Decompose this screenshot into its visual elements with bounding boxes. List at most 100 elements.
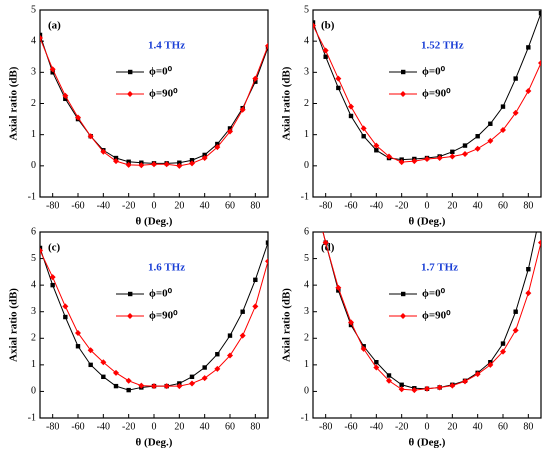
x-tick-label: -40 [370, 200, 383, 211]
annotation: 1.52 THz [421, 40, 464, 52]
marker [101, 374, 106, 380]
marker [62, 303, 69, 310]
x-tick-label: -20 [395, 421, 408, 432]
marker [512, 327, 519, 334]
legend-label: ϕ=0⁰ [422, 66, 446, 78]
marker [40, 32, 43, 38]
panel-label: (a) [48, 20, 61, 32]
legend-label: ϕ=90⁰ [149, 88, 178, 100]
panel: -1 0 1 2 3 4 5 -80 -60 -40 -20 0 20 40 60 80 θ (Deg.) Axi… [281, 4, 542, 228]
legend-label: ϕ=90⁰ [422, 310, 451, 322]
marker [449, 153, 456, 160]
x-tick-label: -20 [122, 421, 135, 432]
x-tick-label: -80 [46, 200, 59, 211]
marker [513, 309, 518, 314]
panel: -1 0 1 2 3 4 5 6 -80 -60 -40 -20 0 20 40 60 80 θ (Deg.) Ax… [8, 226, 269, 449]
marker [487, 361, 494, 368]
y-tick-label: -1 [301, 412, 309, 423]
x-tick-label: 40 [473, 421, 483, 432]
plot-frame [39, 9, 269, 198]
series-line [313, 12, 541, 161]
marker [487, 137, 494, 144]
marker [113, 369, 119, 376]
x-tick-label: -60 [344, 421, 357, 432]
legend-marker [127, 91, 133, 97]
x-axis-label: θ (Deg.) [409, 216, 446, 228]
marker [40, 245, 43, 251]
marker [474, 145, 481, 152]
marker [201, 375, 208, 382]
marker [374, 360, 379, 365]
marker [125, 161, 132, 168]
y-tick-label: 5 [31, 253, 36, 264]
marker [424, 155, 430, 162]
marker [75, 344, 81, 349]
marker [113, 383, 119, 389]
x-tick-label: 0 [425, 200, 430, 211]
x-tick-label: -80 [319, 200, 332, 211]
x-tick-label: 40 [200, 200, 210, 211]
y-tick-label: 3 [31, 67, 36, 78]
marker [526, 45, 531, 50]
marker [449, 382, 456, 389]
marker [373, 142, 380, 149]
y-axis-label: Axial ratio (dB) [8, 66, 20, 140]
marker [189, 158, 195, 163]
x-tick-label: 20 [447, 421, 457, 432]
marker [336, 85, 341, 91]
plot-frame [312, 9, 542, 198]
marker [75, 329, 81, 336]
legend-marker [400, 91, 406, 97]
y-tick-label: -1 [301, 191, 309, 202]
marker [526, 267, 531, 272]
marker [113, 158, 119, 165]
marker [475, 134, 480, 139]
marker [202, 152, 207, 158]
y-axis-label: Axial ratio (dB) [281, 66, 293, 140]
series-group [40, 32, 268, 169]
legend-label: ϕ=90⁰ [149, 310, 178, 322]
y-tick-label: 0 [304, 386, 309, 397]
x-axis-label: θ (Deg.) [409, 437, 446, 449]
marker [126, 159, 131, 164]
y-tick-label: 2 [304, 333, 309, 344]
marker [40, 35, 43, 42]
legend-label: ϕ=0⁰ [422, 288, 446, 300]
panel-label: (b) [321, 20, 335, 32]
legend-marker [401, 291, 406, 297]
legend-label: ϕ=0⁰ [149, 288, 173, 300]
x-tick-label: 0 [152, 421, 157, 432]
marker [398, 386, 405, 393]
y-tick-label: 0 [31, 160, 36, 171]
marker [63, 314, 68, 320]
legend-marker [401, 69, 406, 75]
marker [113, 155, 119, 161]
marker [265, 258, 268, 265]
marker [462, 143, 468, 148]
x-tick-label: 80 [523, 200, 533, 211]
y-tick-label: 2 [31, 333, 36, 344]
y-tick-label: 2 [31, 98, 36, 109]
x-tick-label: 40 [200, 421, 210, 432]
x-tick-label: 20 [447, 200, 457, 211]
marker [176, 383, 183, 390]
series-group [40, 240, 268, 393]
x-tick-label: -60 [71, 421, 84, 432]
marker [138, 162, 145, 169]
marker [201, 155, 208, 162]
x-tick-label: 60 [498, 200, 508, 211]
marker [227, 352, 233, 359]
marker [88, 362, 93, 368]
marker [75, 114, 81, 121]
y-axis-label: Axial ratio (dB) [281, 288, 293, 362]
panel: -1 0 1 2 3 4 5 -80 -60 -40 -20 0 20 40 60 80 θ (Deg.) Axi… [8, 4, 269, 228]
marker [322, 239, 329, 246]
y-tick-label: 4 [304, 35, 309, 46]
marker [138, 382, 145, 389]
marker [239, 332, 246, 339]
marker [538, 59, 541, 66]
y-tick-label: 1 [31, 129, 36, 140]
marker [500, 126, 506, 133]
marker [313, 20, 316, 25]
marker [411, 387, 418, 394]
